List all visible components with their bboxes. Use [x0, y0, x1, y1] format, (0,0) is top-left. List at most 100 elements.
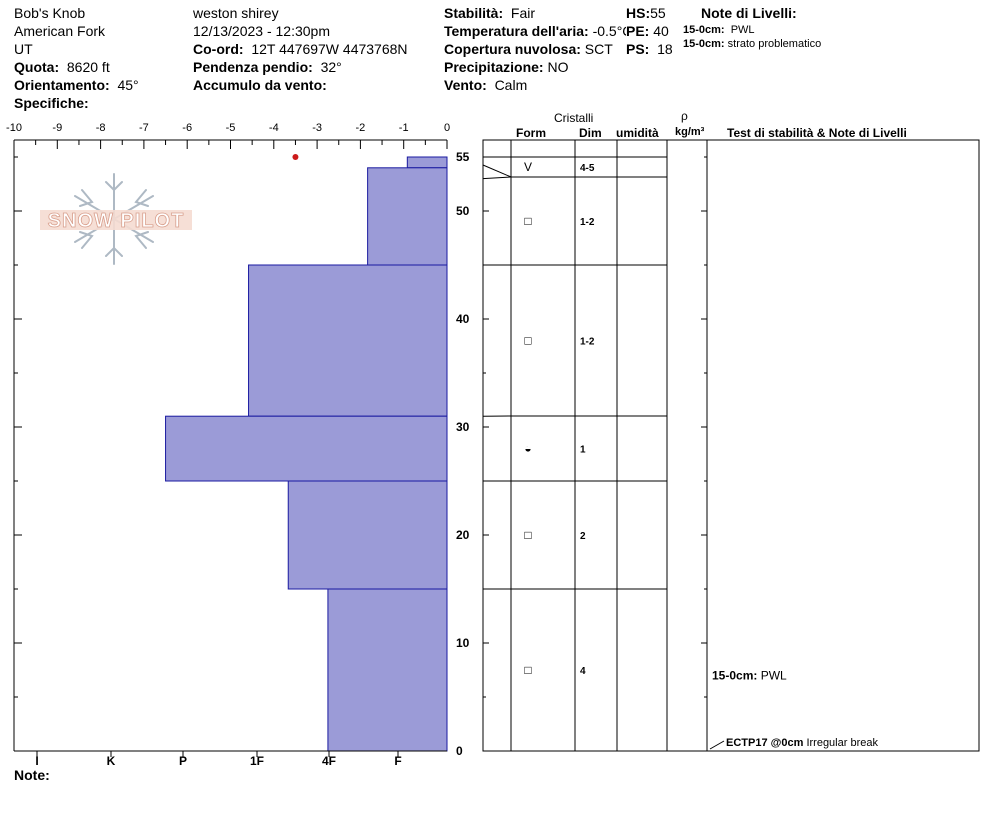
form-header: Form: [516, 126, 546, 140]
layer-note-text: strato problematico: [727, 38, 822, 50]
grain-size: 1: [580, 445, 586, 456]
temperature-tick-label: -6: [182, 122, 192, 134]
hs: HS:55: [626, 5, 666, 21]
cloud-label: Copertura nuvolosa:: [444, 41, 581, 57]
moisture-header: umidità: [616, 126, 659, 140]
slope-label: Pendenza pendio:: [193, 59, 313, 75]
stability-value: Fair: [510, 5, 536, 21]
ps-label: PS:: [626, 41, 650, 57]
temperature-tick-label: -7: [139, 122, 149, 134]
hardness-bar: [327, 588, 448, 752]
ps: PS: 18: [626, 41, 673, 57]
hardness-bar: [165, 415, 448, 482]
depth-label: 10: [456, 636, 470, 650]
hs-value: 55: [650, 5, 666, 21]
crystals-header: Cristalli: [554, 111, 594, 125]
layer-note-2: 15-0cm: strato problematico: [683, 38, 821, 51]
observer: weston shirey: [193, 5, 279, 21]
grain-form-symbol: □: [524, 334, 531, 348]
wind-label: Vento:: [444, 77, 487, 93]
temperature-tick-label: -9: [52, 122, 62, 134]
location-name: Bob's Knob: [14, 5, 86, 21]
pe-label: PE:: [626, 23, 650, 39]
depth-label: 20: [456, 528, 470, 542]
grain-form-symbol: ◒: [524, 442, 531, 456]
hardness-tick-label: K: [107, 754, 116, 768]
grain-size: 1-2: [580, 217, 595, 228]
density-symbol: ρ: [681, 109, 688, 123]
hardness-tick-label: 4F: [322, 754, 336, 768]
depth-label: 40: [456, 312, 470, 326]
temperature-point: [292, 154, 299, 160]
coord-value: 12T 447697W 4473768N: [251, 41, 408, 57]
stability: Stabilità: Fair: [444, 5, 535, 21]
coordinates: Co-ord: 12T 447697W 4473768N: [193, 41, 408, 57]
air-temperature: Temperatura dell'aria: -0.5°C: [444, 23, 632, 39]
hs-label: HS:: [626, 5, 651, 21]
snowpilot-logo: SNOW PILOT: [40, 173, 192, 265]
cloud-value: SCT: [584, 41, 613, 57]
hardness-bar: [367, 167, 448, 266]
layer-notes-title: Note di Livelli:: [701, 5, 797, 21]
depth-label: 55: [456, 150, 470, 164]
hardness-tick-label: 1F: [250, 754, 264, 768]
layer-connector: [482, 176, 512, 180]
ps-value: 18: [657, 41, 673, 57]
temperature-tick-label: -4: [269, 122, 279, 134]
layer-note-1: 15-0cm: PWL: [683, 24, 755, 37]
coord-label: Co-ord:: [193, 41, 244, 57]
grain-size: 4: [580, 666, 586, 677]
temperature-tick-label: -1: [399, 122, 409, 134]
hardness-tick-label: P: [179, 754, 187, 768]
size-header: Dim: [579, 126, 602, 140]
note-label: Note:: [14, 767, 50, 783]
temperature-tick-label: 0: [444, 122, 450, 134]
grain-size: 2: [580, 531, 586, 542]
temperature-tick-label: -3: [312, 122, 322, 134]
precipitation: Precipitazione: NO: [444, 59, 568, 75]
hardness-bar: [406, 156, 448, 169]
grain-form-symbol: □: [524, 214, 531, 228]
wind-loading-label: Accumulo da vento:: [193, 77, 327, 93]
air-temp-value: -0.5°C: [592, 23, 633, 39]
density-unit: kg/m³: [675, 126, 705, 138]
slope: Pendenza pendio: 32°: [193, 59, 342, 75]
hardness-bar: [287, 480, 448, 590]
location-state: UT: [14, 41, 33, 57]
aspect: Orientamento: 45°: [14, 77, 139, 93]
depth-label: 0: [456, 744, 463, 758]
hardness-tick-label: F: [394, 754, 401, 768]
temperature-tick-label: -5: [226, 122, 236, 134]
grain-form-symbol: □: [524, 528, 531, 542]
layer-note-depth: 15-0cm:: [683, 24, 725, 36]
depth-label: 30: [456, 420, 470, 434]
stability-test-pointer: [709, 740, 725, 750]
stability-label: Stabilità:: [444, 5, 504, 21]
precip-label: Precipitazione:: [444, 59, 544, 75]
cloud-cover: Copertura nuvolosa: SCT: [444, 41, 613, 57]
layer-note-text: PWL: [730, 24, 755, 36]
temperature-tick-label: -10: [6, 122, 22, 134]
stability-test-entry: ECTP17 @0cm Irregular break: [726, 737, 878, 749]
slope-value: 32°: [320, 59, 342, 75]
grain-form-symbol: □: [524, 663, 531, 677]
pe-value: 40: [653, 23, 669, 39]
elevation-value: 8620 ft: [66, 59, 110, 75]
layer-connector: [482, 164, 512, 178]
datetime: 12/13/2023 - 12:30pm: [193, 23, 330, 39]
grain-size: 4-5: [580, 163, 595, 174]
specifics-label: Specifiche:: [14, 95, 89, 111]
aspect-value: 45°: [117, 77, 139, 93]
temperature-tick-label: -2: [356, 122, 366, 134]
precip-value: NO: [547, 59, 569, 75]
aspect-label: Orientamento:: [14, 77, 110, 93]
air-temp-label: Temperatura dell'aria:: [444, 23, 589, 39]
stability-notes-header: Test di stabilità & Note di Livelli: [727, 126, 907, 140]
temperature-tick-label: -8: [96, 122, 106, 134]
hardness-bar: [248, 264, 448, 417]
layer-note-depth: 15-0cm:: [683, 38, 725, 50]
pe: PE: 40: [626, 23, 669, 39]
wind-value: Calm: [494, 77, 528, 93]
grain-size: 1-2: [580, 337, 595, 348]
